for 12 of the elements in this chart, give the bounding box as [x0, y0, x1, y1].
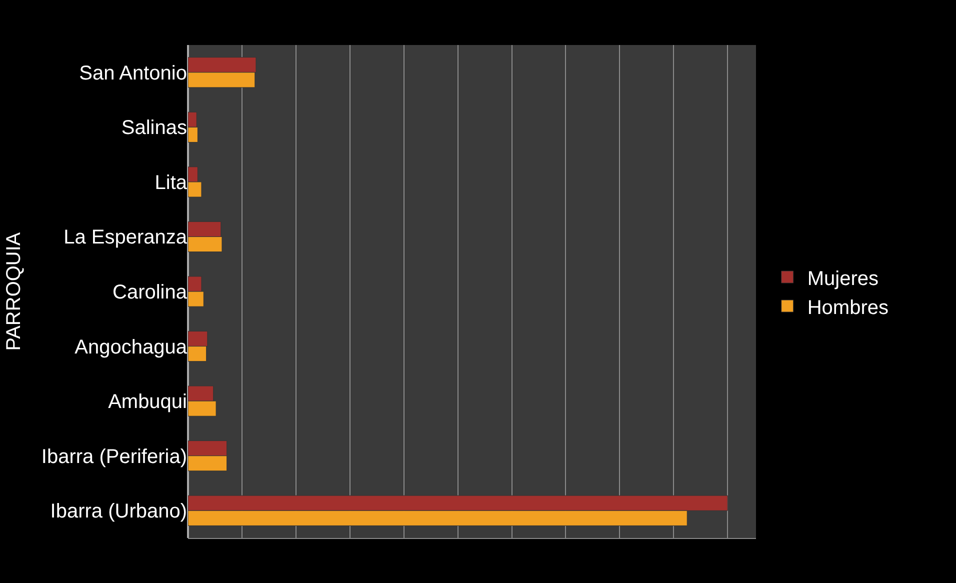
y-tick-label: Ibarra (Periferia) [41, 446, 187, 468]
y-tick-label: San Antonio [79, 62, 187, 84]
y-axis-title: PARROQUIA [2, 232, 25, 351]
legend-label: Hombres [807, 296, 888, 319]
y-tick-label: Carolina [112, 282, 188, 304]
y-tick-label: Angochagua [74, 336, 188, 358]
y-tick-label: Lita [154, 172, 188, 194]
y-tick-label: Salinas [121, 117, 187, 140]
y-tick-label: La Esperanza [64, 226, 188, 249]
y-tick-label: Ambuqui [108, 391, 187, 414]
y-tick-label: Ibarra (Urbano) [50, 500, 187, 523]
legend-label: Mujeres [807, 268, 878, 290]
